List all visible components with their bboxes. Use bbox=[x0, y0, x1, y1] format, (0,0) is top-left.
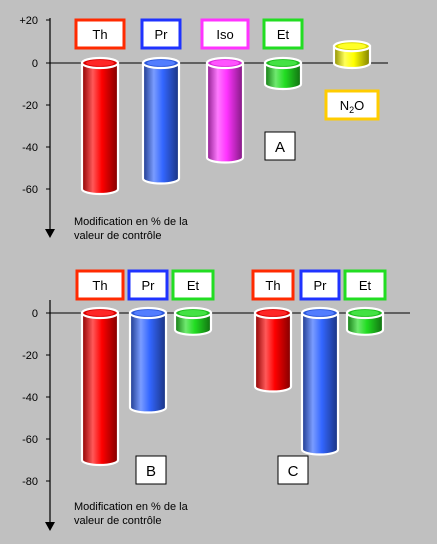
panel-b-bar-th bbox=[80, 306, 120, 467]
panel-c-label-et: Et bbox=[343, 269, 387, 301]
panel-a-bar-et bbox=[263, 56, 303, 91]
bottom-y-axis-arrow bbox=[45, 522, 55, 531]
bottom-y-tick-label: -20 bbox=[22, 350, 38, 362]
panel-b-label-box bbox=[127, 269, 169, 301]
bottom-panel: 0 -20 -40 -60 -80 Modification en % de la va… bbox=[22, 269, 410, 531]
panel-a-bar-body bbox=[263, 61, 303, 91]
panel-c-label-box bbox=[251, 269, 295, 301]
panel-b-bar-pr bbox=[128, 306, 168, 414]
panel-b-label-box bbox=[171, 269, 215, 301]
panel-a-bar-pr bbox=[141, 56, 181, 185]
top-panel: +20 0 -20 -40 -60 Modification en % de la va… bbox=[19, 15, 388, 242]
bottom-y-tick-label: 0 bbox=[32, 308, 38, 320]
panel-b-panel-letter-box bbox=[135, 455, 167, 485]
panel-a-label-box bbox=[140, 18, 182, 50]
panel-a-bar-top-highlight bbox=[86, 60, 114, 66]
top-y-axis-arrow bbox=[45, 229, 55, 238]
panel-b-panel-letter-text: B bbox=[146, 463, 156, 480]
top-y-tick-label: +20 bbox=[19, 15, 38, 27]
panel-c-bar-et bbox=[345, 306, 385, 336]
panel-a-label-et: Et bbox=[262, 18, 304, 50]
panel-a-bar-top-highlight bbox=[211, 60, 239, 66]
panel-b-bar-top-highlight bbox=[134, 310, 162, 316]
panel-a-bar-top-highlight bbox=[147, 60, 175, 66]
panel-c-bar-body bbox=[253, 311, 293, 393]
panel-a-label-box bbox=[262, 18, 304, 50]
panel-a-label-n2o: N2O bbox=[324, 89, 380, 121]
panel-a-label-text: Pr bbox=[155, 27, 169, 42]
bottom-y-tick-label: -80 bbox=[22, 476, 38, 488]
panel-b-label-th: Th bbox=[75, 269, 125, 301]
panel-a-bar-n2o bbox=[332, 40, 372, 70]
panel-c-label-box bbox=[343, 269, 387, 301]
panel-c-label-box bbox=[299, 269, 341, 301]
panel-b-bar-top-highlight bbox=[86, 310, 114, 316]
panel-c-bar-pr bbox=[300, 306, 340, 456]
panel-a-bar-th bbox=[80, 56, 120, 196]
panel-a-label-text: Iso bbox=[216, 27, 233, 42]
panel-b-label-text: Pr bbox=[142, 278, 156, 293]
panel-c-label-th: Th bbox=[251, 269, 295, 301]
panel-a-panel-letter-box bbox=[264, 131, 296, 161]
panel-b-bar-body bbox=[128, 311, 168, 414]
panel-a-label-box bbox=[324, 89, 380, 121]
panel-c-bar-top-highlight bbox=[351, 310, 379, 316]
panel-c-label-text: Et bbox=[359, 278, 372, 293]
panel-a-label-iso: Iso bbox=[200, 18, 250, 50]
panel-b-label-text: Et bbox=[187, 278, 200, 293]
panel-b-label-et: Et bbox=[171, 269, 215, 301]
top-y-tick-label: -40 bbox=[22, 142, 38, 154]
panel-a-bar-top-highlight bbox=[269, 60, 297, 66]
panel-c-panel-letter-box bbox=[277, 455, 309, 485]
top-ylabel-line2: valeur de contrôle bbox=[74, 230, 161, 242]
top-y-tick-label: 0 bbox=[32, 58, 38, 70]
panel-c-bar-body bbox=[300, 311, 340, 456]
panel-b-label-box bbox=[75, 269, 125, 301]
panel-b-panel-letter: B bbox=[135, 455, 167, 485]
panel-c-bar-top-highlight bbox=[306, 310, 334, 316]
panel-b-label-text: Th bbox=[92, 278, 107, 293]
panel-c-panel-letter-text: C bbox=[288, 463, 299, 480]
panel-a-bar-body bbox=[141, 61, 181, 185]
panel-a-label-text: Et bbox=[277, 27, 290, 42]
panel-a-bar-body bbox=[80, 61, 120, 196]
panel-b-label-pr: Pr bbox=[127, 269, 169, 301]
panel-a-bar-iso bbox=[205, 56, 245, 164]
panel-b-bar-top-highlight bbox=[179, 310, 207, 316]
panel-a-label-pr: Pr bbox=[140, 18, 182, 50]
top-y-tick-label: -20 bbox=[22, 100, 38, 112]
panel-a-label-text: Th bbox=[92, 27, 107, 42]
panel-c-bar-th bbox=[253, 306, 293, 393]
panel-a-bar-body bbox=[205, 61, 245, 164]
panel-a-panel-letter-text: A bbox=[275, 139, 285, 156]
bottom-y-tick-label: -40 bbox=[22, 392, 38, 404]
panel-a-panel-letter: A bbox=[264, 131, 296, 161]
top-ylabel-line1: Modification en % de la bbox=[74, 216, 189, 228]
panel-c-bar-top-highlight bbox=[259, 310, 287, 316]
top-y-tick-label: -60 bbox=[22, 184, 38, 196]
panel-c-panel-letter: C bbox=[277, 455, 309, 485]
panel-c-label-text: Pr bbox=[314, 278, 328, 293]
panel-c-label-pr: Pr bbox=[299, 269, 341, 301]
panel-a-label-box bbox=[74, 18, 126, 50]
panel-a-bar-top-highlight bbox=[338, 43, 366, 50]
panel-b-bar-body bbox=[80, 311, 120, 467]
bottom-ylabel-line1: Modification en % de la bbox=[74, 501, 189, 513]
panel-c-label-text: Th bbox=[265, 278, 280, 293]
bottom-y-tick-label: -60 bbox=[22, 434, 38, 446]
panel-b-bar-et bbox=[173, 306, 213, 336]
panel-a-label-box bbox=[200, 18, 250, 50]
panel-a-label-text: N2O bbox=[340, 98, 365, 115]
panel-a-label-th: Th bbox=[74, 18, 126, 50]
bottom-ylabel-line2: valeur de contrôle bbox=[74, 515, 161, 527]
